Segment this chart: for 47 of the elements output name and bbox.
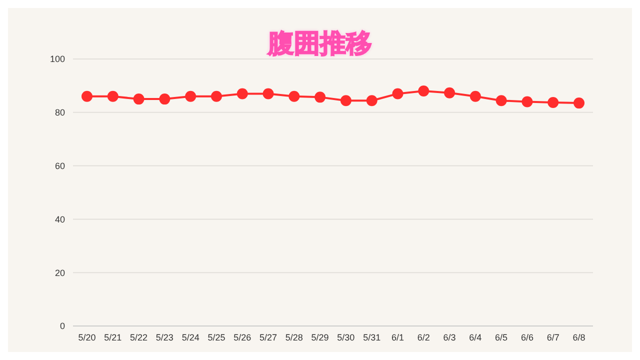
point [366, 95, 378, 106]
point [522, 96, 533, 108]
point [418, 86, 430, 97]
x-tick-label: 6/1 [391, 332, 404, 342]
x-tick-label: 5/30 [337, 332, 355, 342]
point [496, 95, 507, 106]
point [574, 98, 584, 109]
x-tick-label: 5/22 [130, 332, 148, 342]
point [107, 90, 118, 102]
point [392, 88, 404, 100]
x-tick-label: 6/8 [572, 332, 586, 342]
y-tick-label: 20 [54, 268, 65, 278]
point [288, 90, 300, 102]
point [82, 90, 92, 102]
y-tick-label: 80 [54, 108, 65, 118]
y-tick-label: 40 [54, 214, 65, 224]
x-tick-label: 5/21 [104, 332, 122, 342]
x-tick-label: 6/2 [417, 332, 430, 342]
point [159, 94, 170, 105]
x-tick-label: 5/28 [285, 332, 303, 342]
x-tick-label: 6/3 [443, 332, 456, 342]
point [444, 87, 456, 98]
point [262, 88, 274, 100]
y-tick-label: 100 [50, 54, 65, 64]
point [185, 90, 196, 102]
x-tick-label: 5/31 [363, 332, 381, 342]
y-tick-label: 60 [54, 160, 65, 171]
point [210, 90, 222, 102]
x-tick-label: 5/24 [182, 332, 200, 342]
x-tick-label: 6/7 [546, 332, 560, 342]
point [314, 92, 326, 103]
point [548, 97, 559, 108]
x-tick-label: 6/4 [469, 332, 482, 342]
x-tick-label: 5/20 [78, 332, 96, 342]
x-tick-label: 5/23 [156, 332, 174, 342]
point [236, 88, 248, 100]
point [133, 94, 144, 105]
chart-title: 腹囲推移 [268, 29, 372, 59]
x-tick-label: 6/5 [495, 332, 508, 342]
x-tick-label: 5/27 [260, 332, 278, 342]
point [340, 95, 352, 106]
point [470, 90, 481, 102]
x-tick-label: 6/6 [520, 332, 534, 342]
y-tick-label: 0 [60, 321, 65, 332]
x-tick-label: 5/25 [208, 332, 226, 342]
x-tick-label: 5/29 [311, 332, 329, 342]
x-tick-label: 5/26 [234, 332, 252, 342]
